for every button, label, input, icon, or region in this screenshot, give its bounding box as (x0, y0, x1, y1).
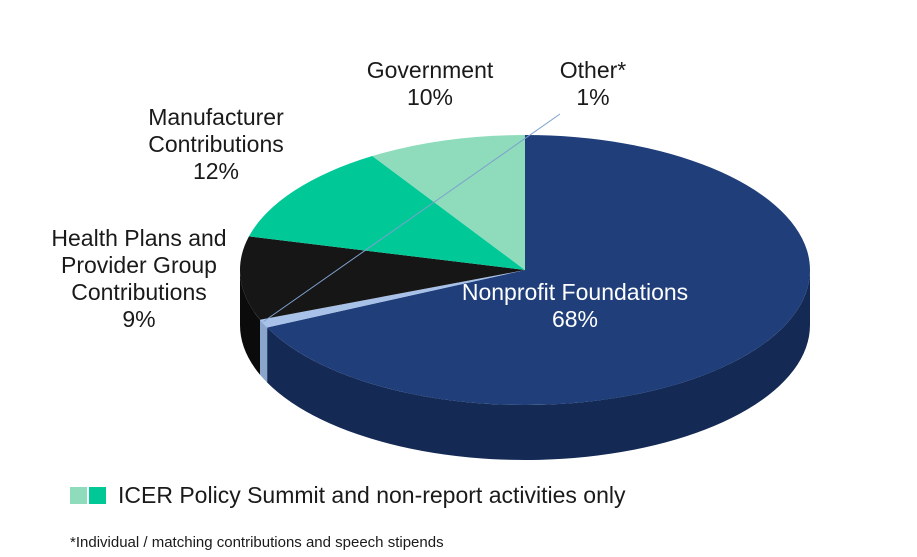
slice-label-health-plans-and-provider-group-contributions: Health Plans and Provider Group Contributi… (51, 225, 226, 332)
slice-label-line: Nonprofit Foundations (462, 279, 688, 305)
slice-labels: Nonprofit Foundations 68% Other* 1% Governme… (51, 57, 688, 332)
slice-percent: 12% (193, 158, 239, 184)
slice-label-line: Health Plans and (51, 225, 226, 251)
legend-swatch-green (89, 487, 106, 504)
slice-percent: 10% (407, 84, 453, 110)
pie-side-government (240, 270, 261, 375)
pie-slices (240, 135, 811, 405)
slice-label-manufacturer-contributions: Manufacturer Contributions 12% (148, 104, 284, 184)
slice-label-other: Other* 1% (560, 57, 627, 110)
legend-label: ICER Policy Summit and non-report activi… (118, 482, 626, 508)
slice-percent: 9% (122, 306, 155, 332)
leader-line-other (263, 113, 561, 323)
pie-side-nonprofit-foundations (267, 270, 811, 460)
pie-slice-manufacturer-contributions (248, 156, 525, 270)
leader-lines (263, 113, 561, 323)
pie-depth (240, 270, 811, 460)
legend-swatch-light-green (70, 487, 87, 504)
slice-percent: 68% (552, 306, 598, 332)
legend: ICER Policy Summit and non-report activi… (70, 482, 625, 509)
slice-label-line: Provider Group (61, 252, 217, 278)
pie-side-other (260, 319, 268, 383)
slice-label-government: Government 10% (367, 57, 494, 110)
slice-label-line: Other* (560, 57, 627, 83)
slice-label-line: Contributions (71, 279, 207, 305)
pie-slice-government (240, 236, 526, 320)
slice-label-line: Contributions (148, 131, 284, 157)
slice-percent: 1% (576, 84, 609, 110)
pie-slice-other (260, 270, 525, 328)
slice-label-line: Government (367, 57, 494, 83)
footnote: *Individual / matching contributions and… (70, 534, 444, 551)
slice-label-nonprofit-foundations: Nonprofit Foundations 68% (462, 279, 688, 332)
slice-label-line: Manufacturer (148, 104, 284, 130)
pie-slice-nonprofit-foundations (267, 135, 811, 405)
pie-slice-health-plans-and-provider-group-contributions (372, 135, 525, 270)
